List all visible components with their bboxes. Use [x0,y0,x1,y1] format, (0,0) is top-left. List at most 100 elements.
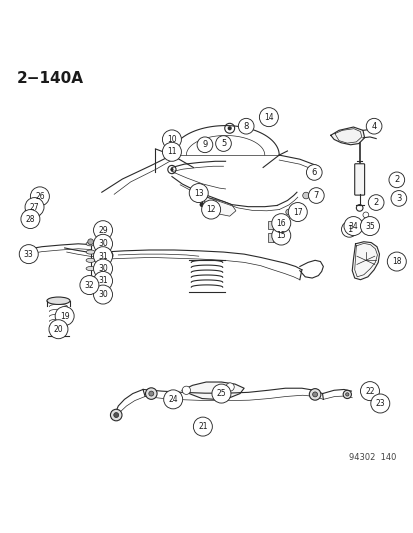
Text: 1: 1 [346,225,351,234]
Circle shape [21,209,40,229]
Text: 2: 2 [373,198,378,207]
Circle shape [19,245,38,264]
Circle shape [390,191,406,206]
Text: 14: 14 [263,112,273,122]
Text: 18: 18 [391,257,401,266]
Text: 27: 27 [30,203,39,212]
Circle shape [30,187,49,206]
Circle shape [366,118,381,134]
Circle shape [49,320,68,338]
Circle shape [25,198,44,216]
Text: 19: 19 [60,311,69,320]
Ellipse shape [86,266,95,271]
Circle shape [35,197,40,201]
Polygon shape [351,242,379,280]
Circle shape [201,200,220,219]
Circle shape [193,417,212,436]
Text: 5: 5 [221,139,225,148]
Circle shape [360,382,379,401]
Circle shape [341,222,356,237]
Text: 20: 20 [54,325,63,334]
Text: 10: 10 [167,135,176,144]
Text: 32: 32 [84,280,94,289]
Ellipse shape [86,276,95,280]
Text: 30: 30 [98,264,108,273]
Circle shape [215,136,231,151]
Text: 35: 35 [364,222,374,231]
Bar [267,221,282,229]
Text: 30: 30 [98,290,108,299]
Text: 24: 24 [168,395,178,404]
Polygon shape [202,196,235,216]
Circle shape [345,393,348,396]
Text: 9: 9 [202,140,207,149]
Circle shape [114,413,119,417]
Circle shape [189,183,208,203]
Circle shape [145,388,157,399]
Text: 11: 11 [167,147,176,156]
Text: 23: 23 [375,399,384,408]
Circle shape [387,252,405,271]
Circle shape [211,384,230,403]
Circle shape [197,137,212,152]
Circle shape [285,209,291,215]
Circle shape [238,118,254,134]
Circle shape [343,216,362,236]
Circle shape [388,172,404,188]
Text: 12: 12 [206,205,215,214]
Circle shape [182,386,190,394]
Text: 34: 34 [348,222,358,231]
Text: 29: 29 [98,225,107,235]
Text: 15: 15 [276,231,285,240]
Circle shape [225,383,234,391]
Circle shape [88,288,93,294]
Circle shape [342,390,351,399]
Circle shape [80,276,99,295]
Circle shape [93,285,112,304]
Polygon shape [25,205,42,218]
Ellipse shape [86,284,95,288]
Ellipse shape [86,242,95,246]
Text: 21: 21 [198,422,207,431]
FancyBboxPatch shape [354,164,364,195]
Text: 26: 26 [35,192,45,201]
Text: 33: 33 [24,249,33,259]
Text: 8: 8 [243,122,248,131]
Circle shape [370,394,389,413]
Text: 94302  140: 94302 140 [349,454,396,463]
Circle shape [88,239,93,245]
Text: 31: 31 [98,277,107,286]
Circle shape [93,235,112,253]
Text: 31: 31 [98,252,107,261]
Text: 2: 2 [393,175,399,184]
Text: 3: 3 [395,194,401,203]
Text: 13: 13 [193,189,203,198]
Text: 4: 4 [370,122,376,131]
Text: 17: 17 [292,207,302,216]
Circle shape [360,216,379,236]
Circle shape [308,188,323,204]
Ellipse shape [86,250,95,254]
Circle shape [93,221,112,240]
Bar [267,233,282,242]
Circle shape [271,226,290,245]
Circle shape [148,391,153,396]
Text: 6: 6 [311,168,316,177]
Text: 30: 30 [98,239,108,248]
Circle shape [55,306,74,326]
Circle shape [302,192,309,199]
Circle shape [199,190,204,195]
Text: 25: 25 [216,389,226,398]
Ellipse shape [47,297,70,304]
Circle shape [163,390,182,409]
Circle shape [312,392,317,397]
Circle shape [162,130,181,149]
Circle shape [259,108,278,127]
Text: 2−140A: 2−140A [17,70,84,85]
Text: 16: 16 [276,219,285,228]
Circle shape [93,271,112,290]
Circle shape [227,126,231,131]
Text: 28: 28 [26,215,35,223]
Circle shape [199,202,204,207]
Text: 7: 7 [313,191,318,200]
